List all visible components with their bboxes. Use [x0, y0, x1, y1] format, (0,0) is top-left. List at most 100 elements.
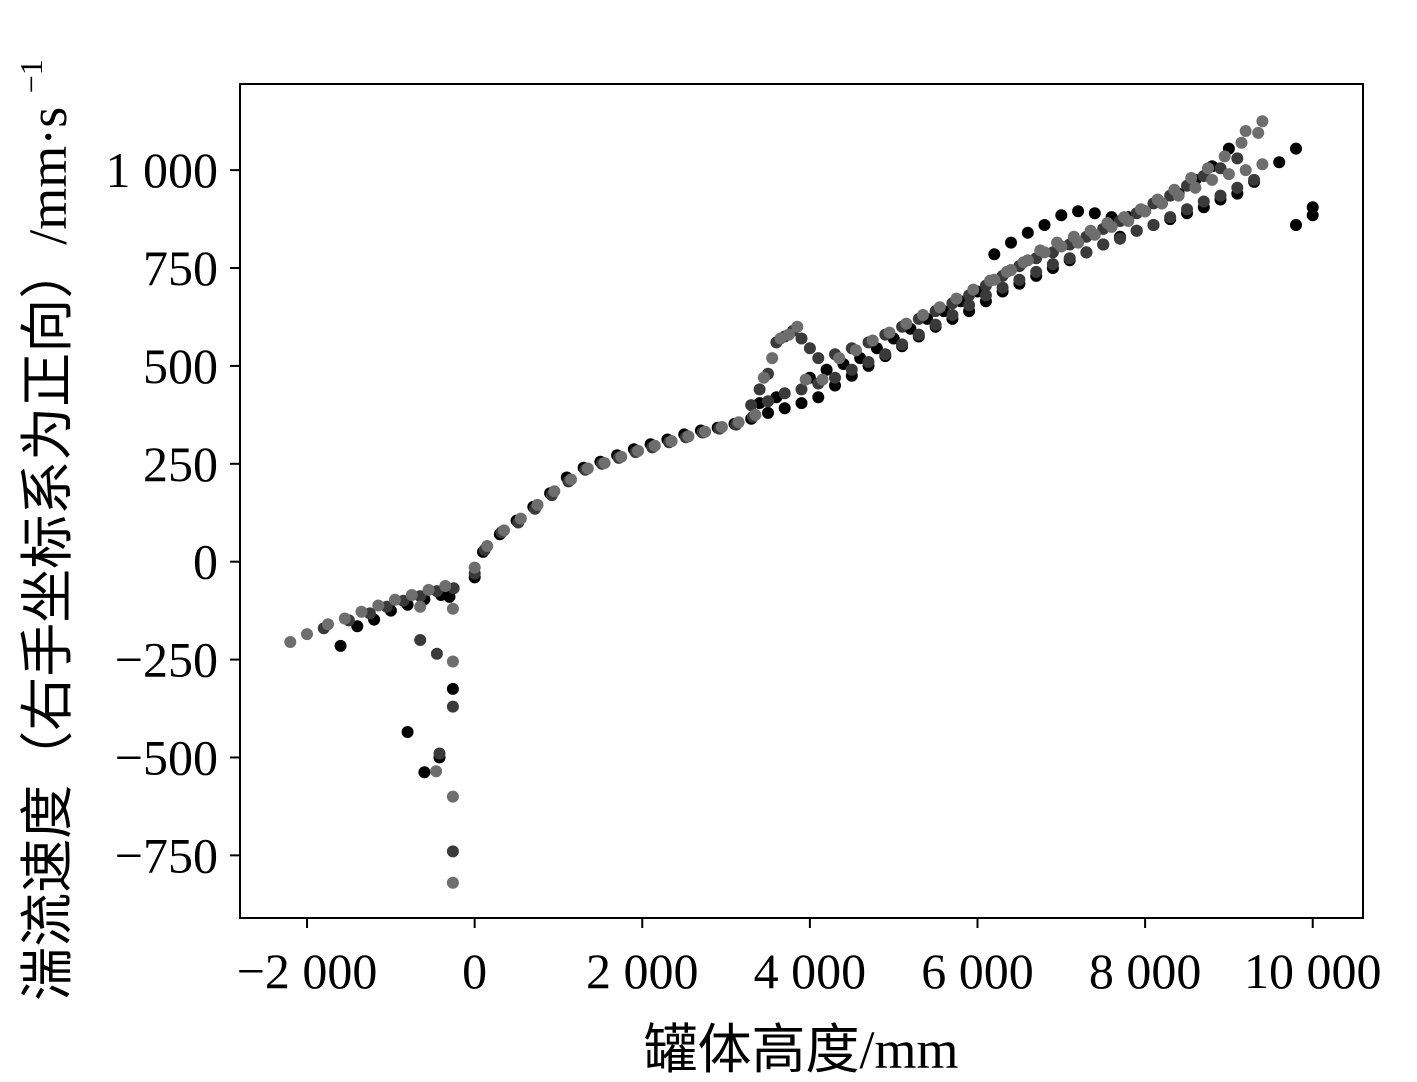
- data-point-s3-39: [791, 320, 804, 333]
- data-point-s2-74: [896, 338, 909, 351]
- data-point-s3-19: [498, 524, 510, 537]
- data-point-s3-22: [548, 485, 561, 498]
- data-point-s3-43: [850, 344, 862, 357]
- x-tick-label: 10 000: [1244, 943, 1382, 999]
- data-point-s1-84: [820, 363, 833, 376]
- data-point-s2-64: [1231, 152, 1244, 165]
- x-tick-label: 6 000: [921, 943, 1034, 999]
- data-point-s3-86: [1256, 158, 1269, 171]
- data-point-s3-3: [322, 618, 334, 631]
- data-point-s3-80: [1155, 197, 1168, 210]
- data-point-s2-73: [879, 348, 892, 361]
- data-point-s3-20: [514, 512, 527, 525]
- data-point-s3-47: [917, 309, 929, 321]
- data-point-s2-93: [1214, 189, 1227, 202]
- data-point-s2-65: [745, 399, 758, 412]
- data-point-s2-68: [795, 383, 808, 396]
- data-point-s3-35: [757, 371, 770, 384]
- data-point-s3-29: [665, 435, 678, 448]
- y-axis-label-main: 湍流速度（右手坐标系为正向）/mm·s: [18, 107, 78, 1001]
- data-point-s3-25: [598, 457, 611, 469]
- data-point-s3-84: [1222, 168, 1235, 181]
- x-tick-label: 2 000: [586, 943, 699, 999]
- data-point-s3-28: [648, 439, 661, 452]
- data-point-s3-15: [446, 876, 459, 889]
- data-point-s3-4: [338, 612, 351, 625]
- data-point-s3-49: [950, 292, 963, 305]
- data-point-s2-92: [1197, 195, 1210, 208]
- data-point-s2-85: [1080, 246, 1093, 259]
- x-tick-label: 0: [462, 943, 487, 999]
- data-point-s1-32: [778, 402, 791, 415]
- data-point-s2-39: [812, 352, 825, 365]
- y-tick-label: −250: [115, 632, 218, 688]
- data-point-s2-63: [1214, 162, 1227, 175]
- data-point-s2-78: [963, 299, 976, 312]
- data-point-s3-2: [301, 628, 313, 641]
- data-point-s2-79: [979, 289, 992, 302]
- data-point-s3-32: [715, 421, 728, 433]
- y-tick-label: −750: [115, 827, 218, 883]
- data-point-s2-12: [446, 700, 459, 713]
- data-point-s1-31: [762, 406, 774, 419]
- data-point-s3-76: [1088, 228, 1101, 241]
- data-point-s3-16: [446, 602, 459, 615]
- data-point-s2-95: [1248, 173, 1261, 186]
- data-point-s1-67: [1005, 236, 1017, 249]
- x-axis-label: 罐体高度/mm: [643, 1020, 958, 1080]
- data-points: [284, 115, 1319, 889]
- data-point-s3-18: [481, 540, 494, 552]
- data-point-s2-89: [1147, 219, 1160, 231]
- data-point-s1-71: [1072, 205, 1085, 218]
- data-point-s3-64: [1202, 162, 1214, 175]
- data-point-s3-45: [883, 326, 896, 339]
- data-point-s2-91: [1181, 203, 1193, 216]
- data-point-s3-40: [799, 373, 812, 386]
- data-point-s3-13: [446, 655, 459, 668]
- data-point-s3-24: [581, 462, 594, 475]
- data-point-s2-90: [1164, 211, 1177, 224]
- data-point-s1-65: [1306, 201, 1319, 214]
- data-point-s2-86: [1097, 238, 1110, 251]
- data-point-s2-76: [929, 318, 942, 331]
- y-tick-label: 250: [143, 436, 218, 492]
- data-point-s1-63: [1290, 219, 1302, 231]
- data-point-s2-10: [430, 647, 443, 660]
- data-point-s3-27: [632, 444, 645, 457]
- data-point-s3-63: [1185, 172, 1198, 184]
- y-tick-label: 500: [143, 338, 218, 394]
- data-point-s3-12: [430, 765, 443, 778]
- data-point-s2-83: [1046, 258, 1059, 271]
- data-point-s2-87: [1114, 232, 1126, 245]
- data-point-s1-34: [812, 391, 825, 404]
- data-point-s1-10: [418, 766, 431, 779]
- data-point-s2-11: [433, 747, 446, 760]
- data-point-s1-61: [1273, 156, 1286, 169]
- data-point-s3-69: [1239, 125, 1252, 137]
- data-point-s2-72: [862, 356, 875, 368]
- x-tick-label: −2 000: [237, 943, 378, 999]
- data-point-s2-9: [414, 634, 427, 646]
- data-point-s2-81: [1013, 273, 1026, 286]
- data-point-s3-82: [1189, 181, 1202, 194]
- data-point-s3-78: [1122, 215, 1135, 227]
- data-point-s2-71: [845, 363, 858, 376]
- data-point-s3-67: [1252, 126, 1265, 139]
- data-point-s3-66: [1235, 136, 1248, 149]
- data-point-s2-70: [829, 371, 841, 384]
- data-point-s3-8: [405, 589, 418, 601]
- data-point-s3-44: [866, 334, 879, 347]
- data-point-s3-11: [414, 600, 427, 613]
- data-point-s3-85: [1239, 164, 1252, 177]
- data-point-s3-83: [1206, 173, 1219, 186]
- data-point-s3-75: [1072, 236, 1085, 249]
- x-tick-label: 8 000: [1089, 943, 1202, 999]
- y-tick-label: 0: [193, 534, 218, 590]
- data-point-s3-6: [372, 599, 385, 612]
- data-point-s1-66: [988, 248, 1001, 261]
- data-point-s3-71: [1005, 264, 1017, 276]
- data-point-s2-77: [946, 309, 959, 321]
- data-point-s2-32: [753, 383, 766, 396]
- data-point-s3-33: [732, 416, 745, 429]
- data-point-s1-62: [1290, 142, 1302, 155]
